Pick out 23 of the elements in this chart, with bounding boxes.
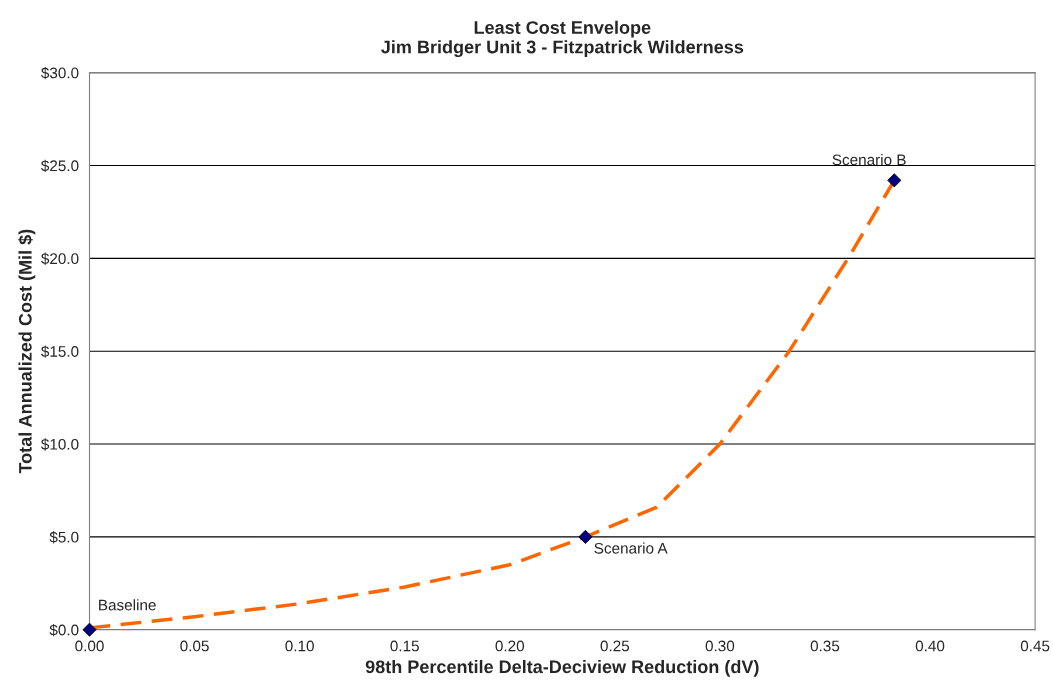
x-tick-label: 0.00 [75, 640, 104, 652]
x-tick-label: 0.05 [180, 640, 209, 652]
x-tick-label: 0.15 [390, 640, 419, 652]
x-tick-label: 0.45 [1020, 640, 1050, 652]
annotation: Baseline [99, 599, 156, 611]
y-tick-label: $20.0 [41, 252, 79, 265]
x-tick-label: 0.30 [705, 640, 735, 652]
y-tick-label: $0.0 [49, 623, 79, 637]
y-tick-label: $15.0 [41, 345, 79, 358]
y-tick-label: $10.0 [41, 438, 79, 451]
annotation: Scenario A [594, 542, 668, 554]
y-axis-title: Total Annualized Cost (Mil $) [18, 229, 36, 474]
chart-title: Least Cost Envelope Jim Bridger Unit 3 - Fitzpatrick Wilderness [381, 20, 744, 58]
x-tick-label: 0.40 [915, 640, 945, 652]
x-tick-label: 0.35 [810, 640, 840, 652]
y-tick-label: $5.0 [49, 531, 79, 544]
x-tick-label: 0.20 [495, 640, 525, 652]
annotation: Scenario B [832, 154, 906, 166]
x-tick-label: 0.25 [600, 640, 630, 652]
x-tick-label: 0.10 [285, 640, 314, 652]
y-tick-label: $30.0 [41, 66, 79, 80]
x-axis-title: 98th Percentile Delta-Deciview Reduction (dV) [365, 659, 759, 677]
y-tick-label: $25.0 [41, 159, 79, 173]
